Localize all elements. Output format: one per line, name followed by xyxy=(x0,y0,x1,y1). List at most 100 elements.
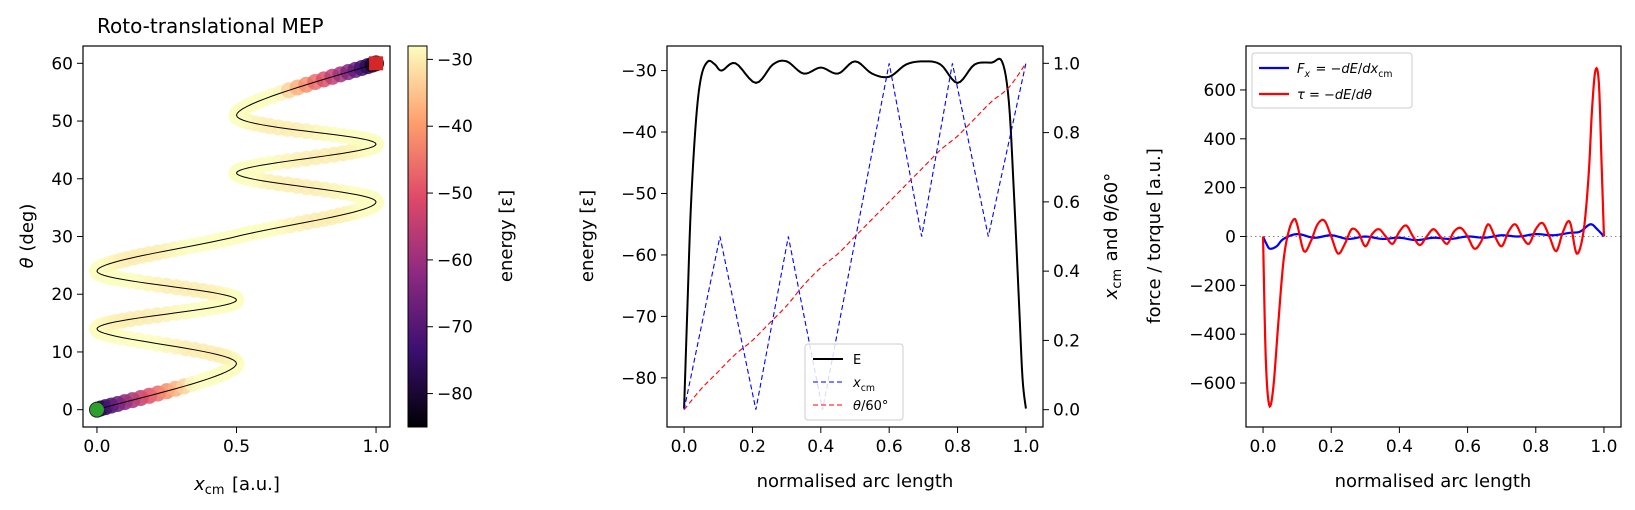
label-part: = − xyxy=(1311,62,1341,77)
label-part: cm xyxy=(205,483,225,498)
label-part: θ xyxy=(17,257,38,268)
label-part: dE xyxy=(1341,62,1358,77)
y-tick-label: 1.0 xyxy=(1053,54,1080,74)
energy-profile-plot xyxy=(683,57,1027,411)
y-axis-ticks: −600 −400 −200 0 200 400 600 xyxy=(1189,81,1246,394)
series-line xyxy=(1261,66,1606,409)
y-tick-label: −60 xyxy=(437,251,473,271)
energy-colorbar: −80 −70 −60 −50 −40 −30 energy [ε] xyxy=(407,45,517,428)
y-tick-label: −70 xyxy=(437,318,473,338)
legend-label: Fx = −dE/dxcm xyxy=(1297,62,1394,80)
y-tick-label: 50 xyxy=(51,112,73,132)
x-axis-label: normalised arc length xyxy=(1335,471,1532,492)
legend-label: xcm xyxy=(852,376,876,394)
y-tick-label: 0.2 xyxy=(1053,331,1080,351)
x-tick-label: 0.8 xyxy=(944,437,971,457)
label-part: dE xyxy=(1335,88,1352,103)
y-tick-label: 0 xyxy=(1225,228,1236,248)
colorbar-label: energy [ε] xyxy=(496,190,517,282)
end-marker xyxy=(369,56,384,71)
y-tick-label: 0.6 xyxy=(1053,193,1080,213)
colorbar-gradient xyxy=(407,45,428,428)
x-tick-label: 1.0 xyxy=(363,437,390,457)
x-tick-label: 0.0 xyxy=(1250,437,1277,457)
y-tick-label: 60 xyxy=(51,54,73,74)
x-tick-label: 0.0 xyxy=(83,437,110,457)
series-line xyxy=(683,63,1027,411)
energy-profile-panel: 0.0 0.2 0.4 0.6 0.8 1.0 −80 −70 −60 −50 −40 −30 0.… xyxy=(577,45,1125,492)
label-part: cm xyxy=(1110,269,1125,289)
label-part: cm xyxy=(861,383,875,394)
y-tick-label: 40 xyxy=(51,170,73,190)
legend-box xyxy=(1251,52,1413,109)
series-line xyxy=(683,57,1027,409)
path-line xyxy=(96,62,377,411)
label-part: and θ/60° xyxy=(1101,173,1122,267)
label-part: (deg) xyxy=(17,204,38,258)
x-axis-label: normalised arc length xyxy=(757,471,954,492)
label-part: x xyxy=(1303,69,1310,80)
x-tick-label: 0.4 xyxy=(807,437,834,457)
y-tick-label: −40 xyxy=(437,117,473,137)
plot-frame xyxy=(666,45,1044,428)
y-tick-label: −80 xyxy=(621,369,657,389)
force-torque-panel: 0.0 0.2 0.4 0.6 0.8 1.0 −600 −400 −200 0 200 400 60… xyxy=(1144,45,1622,492)
x-axis-ticks: 0.0 0.5 1.0 xyxy=(83,427,390,457)
y-tick-label: −600 xyxy=(1189,374,1236,394)
legend-box xyxy=(804,343,904,421)
x-axis-ticks: 0.0 0.2 0.4 0.6 0.8 1.0 xyxy=(1250,427,1617,457)
label-part: [a.u.] xyxy=(226,474,280,495)
label-part: dx xyxy=(1362,62,1378,77)
x-tick-label: 0.2 xyxy=(1318,437,1345,457)
y-tick-label: 200 xyxy=(1204,179,1236,199)
label-part: θ xyxy=(853,399,861,414)
mep-path-plot xyxy=(88,55,385,418)
y-tick-label: 20 xyxy=(51,285,73,305)
colorbar-ticks: −80 −70 −60 −50 −40 −30 xyxy=(427,50,473,405)
y-tick-label: −200 xyxy=(1189,276,1236,296)
y-tick-label: 400 xyxy=(1204,130,1236,150)
legend: Fx = −dE/dxcm τ = −dE/dθ xyxy=(1251,52,1413,109)
y-tick-label: 0.0 xyxy=(1053,401,1080,421)
force-torque-plot xyxy=(1246,66,1621,409)
label-part: F xyxy=(1297,62,1305,77)
y-tick-label: −400 xyxy=(1189,325,1236,345)
y-tick-label: −80 xyxy=(437,385,473,405)
series-line xyxy=(683,63,1027,410)
y-tick-label: −30 xyxy=(621,62,657,82)
x-tick-label: 0.0 xyxy=(671,437,698,457)
legend-label: θ/60° xyxy=(853,399,888,414)
y-tick-label: −50 xyxy=(621,184,657,204)
y-axis-label: force / torque [a.u.] xyxy=(1144,148,1165,324)
y-tick-label: 0.8 xyxy=(1053,124,1080,144)
label-part: dθ xyxy=(1356,88,1372,103)
label-part: / xyxy=(1358,62,1363,77)
x-tick-label: 1.0 xyxy=(1012,437,1039,457)
y-tick-label: 600 xyxy=(1204,81,1236,101)
y-tick-label: −30 xyxy=(437,50,473,70)
y-tick-label: −50 xyxy=(437,184,473,204)
label-part: / xyxy=(1351,88,1356,103)
label-part xyxy=(875,376,876,391)
y-axis-label: θ (deg) xyxy=(17,204,38,269)
y-axis-ticks: −80 −70 −60 −50 −40 −30 xyxy=(621,62,667,389)
right-y-axis-ticks: 0.0 0.2 0.4 0.6 0.8 1.0 xyxy=(1043,54,1080,421)
x-tick-label: 0.6 xyxy=(1454,437,1481,457)
label-part: cm xyxy=(1378,69,1392,80)
label-part: /60° xyxy=(861,399,888,414)
x-tick-label: 0.2 xyxy=(739,437,766,457)
x-tick-label: 0.8 xyxy=(1522,437,1549,457)
label-part: x xyxy=(852,376,861,391)
label-part: = − xyxy=(1305,88,1335,103)
legend-label: τ = −dE/dθ xyxy=(1297,88,1372,103)
x-tick-label: 0.5 xyxy=(223,437,250,457)
y-tick-label: 10 xyxy=(51,343,73,363)
legend-label: E xyxy=(853,353,861,368)
label-part: x xyxy=(1101,288,1122,300)
y-tick-label: −40 xyxy=(621,123,657,143)
x-axis-ticks: 0.0 0.2 0.4 0.6 0.8 1.0 xyxy=(671,427,1039,457)
x-tick-label: 1.0 xyxy=(1590,437,1617,457)
y-tick-label: −60 xyxy=(621,246,657,266)
